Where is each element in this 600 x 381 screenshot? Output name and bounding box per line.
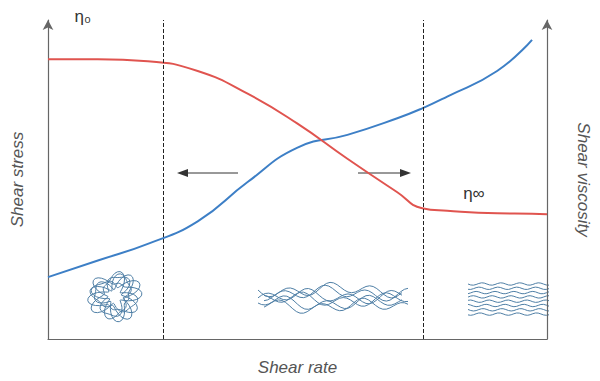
svg-text:Shear stress: Shear stress xyxy=(8,131,27,227)
svg-text:η∞: η∞ xyxy=(463,184,485,203)
svg-text:Shear rate: Shear rate xyxy=(258,358,337,377)
svg-text:Shear viscosity: Shear viscosity xyxy=(574,122,593,238)
svg-text:η₀: η₀ xyxy=(74,7,91,26)
